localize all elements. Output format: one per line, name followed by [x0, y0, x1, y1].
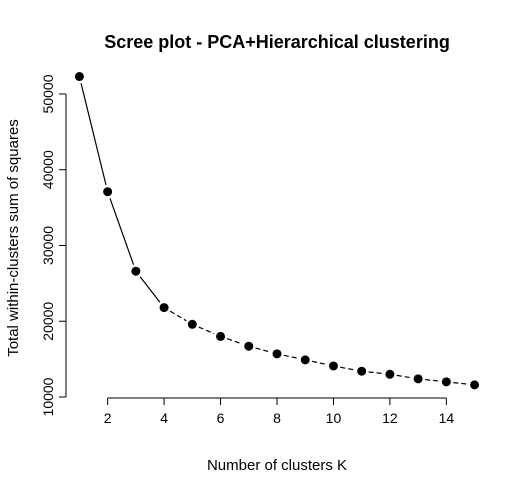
data-point — [74, 72, 84, 82]
x-tick-label: 6 — [217, 410, 225, 426]
data-point — [216, 331, 226, 341]
data-point — [413, 374, 423, 384]
data-point — [441, 377, 451, 387]
chart-title: Scree plot - PCA+Hierarchical clustering — [104, 32, 450, 52]
series-line-segment — [453, 381, 468, 385]
x-tick-label: 12 — [382, 410, 398, 426]
data-point — [385, 369, 395, 379]
plot-area: 2 4 6 8 10 12 14 10000 20000 30000 40000 50000 — [40, 72, 480, 426]
x-axis-label: Number of clusters K — [207, 457, 347, 474]
series-line-segment — [283, 354, 299, 359]
series-line-segment — [340, 366, 355, 371]
y-tick-label: 10000 — [40, 377, 56, 416]
series-line-segment — [80, 83, 107, 186]
y-tick-label: 20000 — [40, 302, 56, 341]
data-point — [272, 349, 282, 359]
series-line-segment — [226, 338, 243, 345]
data-point — [159, 303, 169, 313]
data-point — [357, 366, 367, 376]
series-line-segment — [311, 360, 327, 366]
series-line-segment — [139, 276, 161, 303]
series-line-segment — [368, 371, 384, 375]
x-tick-label: 4 — [160, 410, 168, 426]
y-tick-label: 30000 — [40, 226, 56, 265]
x-tick-label: 8 — [273, 410, 281, 426]
series-line-segment — [198, 326, 215, 335]
data-point — [103, 187, 113, 197]
series-line-segment — [109, 198, 135, 265]
y-axis-label: Total within-clusters sum of squares — [5, 119, 22, 357]
data-point — [328, 361, 338, 371]
y-tick-label: 40000 — [40, 150, 56, 189]
series-line-segment — [396, 374, 412, 379]
data-point — [470, 380, 480, 390]
x-tick-label: 14 — [439, 410, 455, 426]
data-point — [131, 266, 141, 276]
y-tick-label: 50000 — [40, 74, 56, 113]
series-line-segment — [425, 378, 440, 382]
data-point — [187, 319, 197, 329]
series-line-segment — [255, 347, 271, 353]
series-line-segment — [169, 310, 187, 322]
x-tick-label: 10 — [326, 410, 342, 426]
data-point — [244, 341, 254, 351]
x-tick-label: 2 — [104, 410, 112, 426]
data-point — [300, 355, 310, 365]
